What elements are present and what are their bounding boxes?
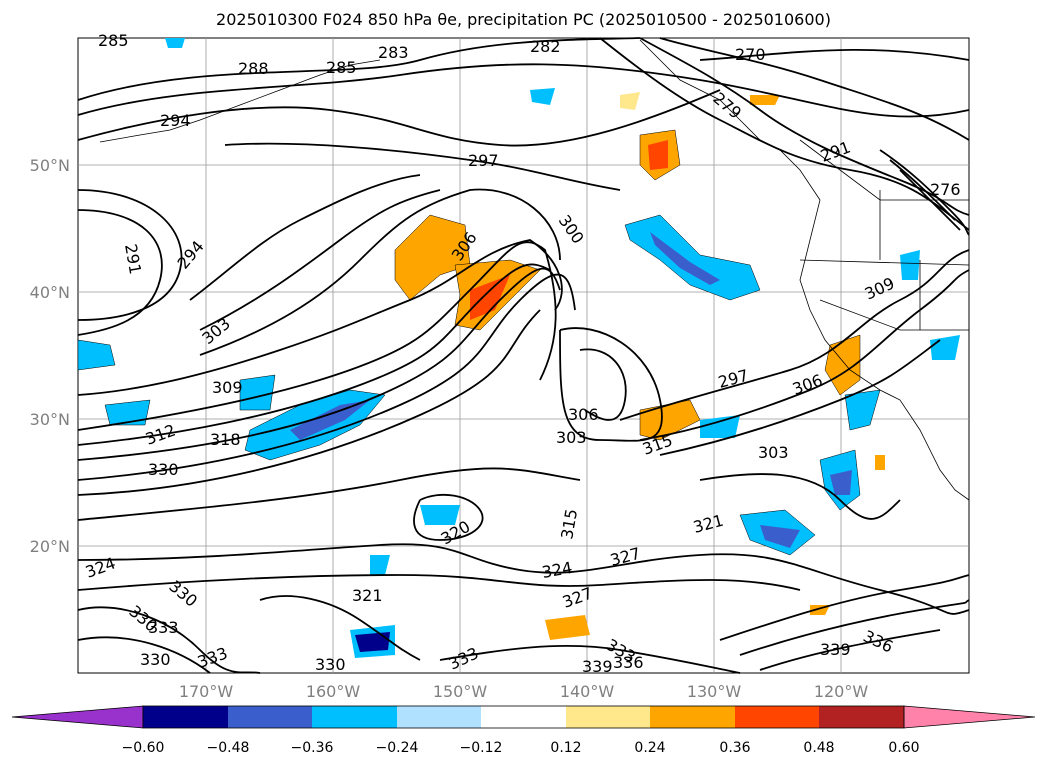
contour-label: 276 [930, 180, 961, 199]
map-frame [77, 37, 970, 674]
contour-label: 285 [326, 58, 357, 77]
contour-label: 297 [468, 151, 499, 170]
contour-label: 282 [530, 37, 561, 56]
precip-negative-area [624, 214, 761, 301]
precip-strong-negative-area [760, 525, 800, 548]
lon-label: 170°W [179, 682, 234, 701]
lat-label: 50°N [30, 156, 70, 175]
contour-labels: 285 288 282 283 285 270 279 294 297 291 … [83, 31, 961, 676]
precip-negative-area [700, 415, 740, 438]
contour-label: 336 [613, 653, 644, 672]
colorbar-bin [650, 706, 735, 728]
lon-label: 160°W [306, 682, 361, 701]
precip-positive-area [875, 455, 885, 470]
colorbar-tick-label: −0.36 [291, 740, 334, 756]
colorbar-tick-label: −0.12 [460, 740, 503, 756]
colorbar-bin [903, 705, 1036, 729]
lat-label: 20°N [30, 537, 70, 556]
colorbar-tick-label: −0.48 [207, 740, 250, 756]
latitude-labels: 50°N 40°N 30°N 20°N [30, 156, 70, 556]
contour-label: 270 [735, 45, 766, 64]
colorbar-bin [819, 706, 904, 728]
contour-label: 294 [160, 111, 191, 130]
precip-positive-area [750, 95, 780, 105]
contour-label: 339 [582, 657, 613, 676]
precip-negative-area [530, 88, 555, 105]
precip-positive-area [394, 214, 471, 301]
lon-label: 130°W [687, 682, 742, 701]
colorbar-tick-label: 0.36 [719, 740, 750, 756]
graticule [78, 38, 969, 673]
precip-strong-negative-area [650, 232, 720, 285]
precip-light-area [620, 92, 640, 110]
lon-label: 140°W [560, 682, 615, 701]
lon-label: 120°W [814, 682, 869, 701]
colorbar-tick-label: 0.48 [803, 740, 834, 756]
contour-label: 330 [148, 460, 179, 479]
contour-label: 318 [210, 430, 241, 449]
contour-label: 306 [568, 405, 599, 424]
precip-negative-area [370, 555, 390, 575]
contour-label: 339 [820, 640, 851, 659]
colorbar-bin [11, 705, 144, 729]
colorbar-bin [397, 706, 481, 728]
precip-negative-area [900, 250, 920, 280]
lat-label: 30°N [30, 410, 70, 429]
lon-label: 150°W [433, 682, 488, 701]
precip-strong-negative-area [355, 632, 390, 652]
colorbar-bin [481, 706, 566, 728]
precip-negative-area [165, 38, 185, 48]
colorbar-tick-label: 0.60 [888, 740, 919, 756]
precip-negative-area [104, 399, 151, 426]
map-title: 2025010300 F024 850 hPa θe, precipitatio… [216, 10, 831, 29]
precip-positive-area [545, 615, 590, 640]
colorbar-bin [566, 706, 650, 728]
precip-negative-area [239, 374, 276, 411]
colorbar: −0.60 −0.48 −0.36 −0.24 −0.12 0.12 0.24 … [11, 705, 1036, 756]
colorbar-tick-label: 0.24 [634, 740, 665, 756]
contour-label: 330 [140, 650, 171, 669]
precip-shading [77, 38, 960, 658]
colorbar-bin [143, 706, 228, 728]
contour-label: 283 [378, 43, 409, 62]
contour-label: 333 [148, 618, 179, 637]
contour-label: 288 [238, 59, 269, 78]
precip-strong-negative-area [290, 400, 370, 440]
colorbar-bin [228, 706, 312, 728]
longitude-labels: 170°W 160°W 150°W 140°W 130°W 120°W [179, 682, 869, 701]
contour-label: 303 [758, 443, 789, 462]
precip-negative-area [77, 339, 116, 371]
colorbar-bin [735, 706, 819, 728]
contour-label: 330 [315, 655, 346, 674]
coastlines [99, 39, 970, 501]
contour-label: 303 [556, 428, 587, 447]
colorbar-tick-label: −0.60 [122, 740, 165, 756]
colorbar-bin [312, 706, 397, 728]
precip-strong-area [648, 140, 668, 170]
precip-negative-area [844, 389, 881, 431]
contour-label: 321 [352, 586, 383, 605]
contour-label: 285 [98, 31, 129, 50]
lat-label: 40°N [30, 283, 70, 302]
colorbar-tick-label: −0.24 [376, 740, 419, 756]
precip-strong-area [470, 275, 510, 320]
precip-strong-negative-area [830, 470, 852, 495]
theta-e-contours [77, 37, 970, 674]
contour-label: 309 [212, 378, 243, 397]
precip-negative-area [420, 505, 460, 525]
colorbar-tick-label: 0.12 [550, 740, 581, 756]
